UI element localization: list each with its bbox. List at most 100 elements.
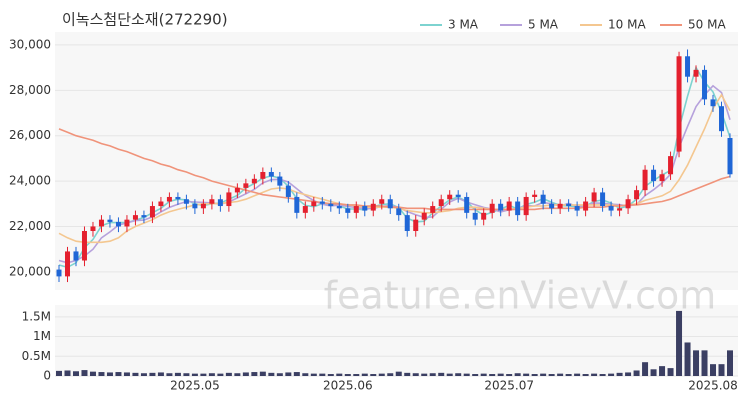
volume-bar [387, 373, 394, 376]
volume-bar [506, 374, 513, 376]
volume-bar [633, 370, 640, 376]
volume-bar [81, 370, 88, 376]
candle-body [506, 201, 512, 211]
candle-body [515, 201, 521, 216]
volume-bar [319, 373, 326, 376]
candle-body [617, 208, 623, 211]
volume-bar [234, 373, 241, 376]
candle-body [498, 203, 504, 211]
volume-bar [455, 373, 462, 376]
candle-body [634, 190, 640, 200]
candle-body [540, 194, 546, 204]
x-tick-label: 2025.06 [323, 379, 373, 393]
volume-bar [217, 373, 224, 376]
volume-bar [599, 374, 606, 376]
candle-body [574, 206, 580, 211]
volume-bar [676, 310, 683, 376]
candle-body [260, 172, 266, 179]
candle-body [107, 219, 113, 222]
candle-body [481, 212, 487, 220]
candle-body [141, 215, 147, 218]
volume-bar [701, 350, 708, 376]
volume-bar [268, 372, 275, 376]
volume-bar [540, 373, 547, 376]
legend-label: 5 MA [528, 18, 559, 32]
volume-bar [149, 372, 156, 376]
price-plot-area [55, 32, 738, 290]
candle-body [642, 169, 648, 191]
candle-body [600, 192, 606, 207]
candle-body [710, 99, 716, 107]
watermark: feature.enVievV.com [324, 274, 717, 318]
volume-bar [56, 370, 62, 376]
volume-bar [200, 373, 207, 376]
candle-body [294, 196, 300, 213]
volume-bar [327, 374, 334, 376]
volume-bar [285, 372, 292, 376]
y-tick-label: 20,000 [9, 264, 51, 278]
candle-body [549, 203, 555, 209]
candle-body [625, 199, 631, 209]
volume-bar [242, 372, 249, 376]
candle-body [90, 226, 96, 232]
volume-bar [310, 373, 317, 376]
candle-body [98, 219, 104, 227]
candle-body [166, 196, 172, 202]
candle-body [311, 201, 317, 207]
candle-body [727, 137, 733, 175]
volume-bar [693, 350, 700, 376]
volume-bar [650, 369, 657, 376]
volume-bar [625, 372, 632, 376]
volume-bar [463, 373, 470, 376]
volume-bar [191, 373, 198, 376]
volume-bar [157, 372, 164, 376]
volume-bar [472, 374, 479, 376]
candle-body [455, 194, 461, 197]
candle-body [64, 251, 70, 277]
volume-bar [642, 362, 649, 376]
volume-bar [183, 373, 190, 376]
candle-body [192, 203, 198, 209]
candle-body [251, 178, 257, 184]
candle-body [243, 183, 249, 188]
candle-body [438, 199, 444, 207]
candle-body [158, 201, 164, 207]
volume-bar [718, 364, 725, 376]
candle-body [557, 203, 563, 209]
candle-body [583, 201, 589, 211]
candle-body [124, 219, 130, 227]
volume-bar [574, 373, 581, 376]
candle-body [387, 199, 393, 209]
y-tick-label: 22,000 [9, 219, 51, 233]
volume-bar [174, 372, 181, 376]
candle-body [132, 215, 138, 220]
legend-label: 3 MA [448, 18, 479, 32]
volume-bar [489, 374, 496, 376]
volume-bar [225, 372, 232, 376]
volume-bar [582, 374, 589, 376]
candle-body [693, 69, 699, 77]
volume-bar [523, 373, 530, 376]
volume-bar [378, 373, 385, 376]
candle-body [421, 212, 427, 220]
volume-bar [446, 373, 453, 376]
candle-body [336, 206, 342, 209]
y-tick-label: 1.5M [22, 309, 51, 323]
candle-body [353, 206, 359, 213]
volume-bar [353, 374, 360, 376]
candle-body [685, 56, 691, 77]
candle-body [226, 192, 232, 207]
y-tick-label: 30,000 [9, 37, 51, 51]
y-tick-label: 26,000 [9, 128, 51, 142]
candle-body [523, 196, 529, 216]
volume-bar [514, 373, 521, 376]
volume-bar [591, 373, 598, 376]
candle-body [328, 203, 334, 207]
volume-bar [565, 374, 572, 376]
volume-bar [370, 374, 377, 376]
y-tick-label: 28,000 [9, 83, 51, 97]
candle-body [370, 203, 376, 211]
candle-body [379, 199, 385, 204]
x-tick-label: 2025.05 [170, 379, 220, 393]
